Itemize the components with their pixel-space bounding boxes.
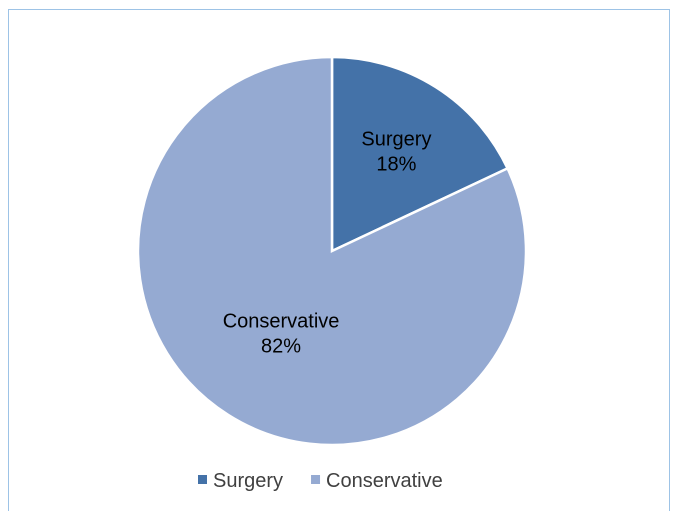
data-label-value: 18%	[376, 153, 416, 175]
legend-label-conservative: Conservative	[326, 470, 443, 492]
data-label-value: 82%	[261, 335, 301, 357]
legend: Surgery Conservative	[198, 470, 443, 492]
data-label-name: Conservative	[223, 310, 340, 332]
data-labels: Surgery 18% Conservative 82%	[223, 128, 432, 357]
pie-slices	[136, 55, 528, 447]
legend-swatch-surgery	[198, 475, 207, 484]
data-label-name: Surgery	[361, 128, 431, 150]
legend-label-surgery: Surgery	[213, 470, 283, 492]
pie-slice-conservative	[136, 55, 528, 447]
pie-slice-surgery	[330, 55, 510, 253]
data-label-conservative: Conservative 82%	[223, 310, 340, 357]
data-label-surgery: Surgery 18%	[361, 128, 431, 175]
legend-swatch-conservative	[311, 475, 321, 484]
